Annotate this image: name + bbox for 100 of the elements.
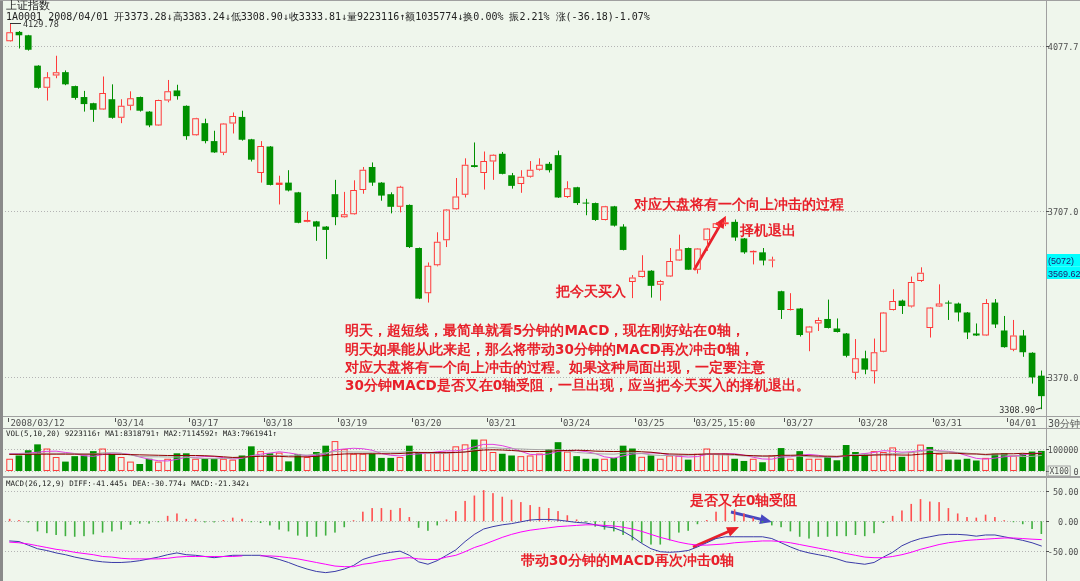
x-tick-label: 03/28 bbox=[860, 417, 888, 428]
bar bbox=[517, 456, 525, 471]
x-tick-label: 03/31 bbox=[934, 417, 962, 428]
bar bbox=[220, 458, 227, 471]
bar bbox=[340, 449, 348, 471]
bar bbox=[563, 451, 571, 471]
x-tick-label: 03/19 bbox=[340, 417, 368, 428]
bar bbox=[982, 457, 989, 471]
bar bbox=[71, 456, 79, 471]
x-tick-label: 04/01 bbox=[1009, 417, 1037, 428]
bar bbox=[610, 457, 618, 471]
bar bbox=[536, 453, 543, 471]
bar bbox=[935, 453, 943, 471]
bar bbox=[433, 452, 441, 471]
text: (5072) bbox=[1048, 256, 1075, 266]
y-tick-label: 0 bbox=[1073, 466, 1079, 477]
bar bbox=[99, 448, 106, 471]
bar bbox=[749, 458, 757, 471]
x-tick-label: 03/24 bbox=[563, 417, 591, 428]
bar bbox=[127, 461, 134, 471]
bar bbox=[387, 457, 395, 471]
bar bbox=[684, 459, 692, 471]
annotation: 择机退出 bbox=[738, 222, 796, 239]
bar bbox=[787, 458, 794, 471]
bar bbox=[805, 458, 813, 471]
chart-title: 上证指数 bbox=[6, 0, 50, 12]
bar bbox=[526, 455, 534, 471]
bar bbox=[378, 457, 385, 471]
bar bbox=[824, 456, 831, 471]
annotation: 对应大盘将有一个向上冲击的过程。如果这种局面出现，一定要注意 bbox=[344, 358, 766, 375]
annotation: 30分钟MACD是否又在0轴受阻，一旦出现，应当把今天买入的择机退出。 bbox=[345, 376, 811, 393]
bar bbox=[164, 458, 171, 471]
bar bbox=[880, 452, 887, 471]
bar bbox=[201, 458, 209, 471]
bar bbox=[638, 456, 646, 471]
bar bbox=[52, 457, 60, 471]
x-tick-label: 03/14 bbox=[116, 417, 145, 428]
x-tick-label: 03/20 bbox=[414, 417, 442, 428]
bar bbox=[443, 452, 450, 471]
y-tick-label: 50.00 bbox=[1052, 486, 1079, 497]
line-series bbox=[9, 518, 1042, 574]
bar bbox=[703, 448, 711, 471]
bar bbox=[452, 446, 460, 471]
bar bbox=[43, 448, 51, 471]
x-tick-label: 03/25,15:00 bbox=[695, 417, 756, 428]
x-tick-label: 2008/03/12 bbox=[10, 417, 65, 428]
bar bbox=[889, 447, 896, 471]
bar bbox=[480, 439, 488, 471]
annotation: 对应大盘将有一个向上冲击的过程 bbox=[633, 196, 844, 212]
bar bbox=[275, 452, 283, 471]
bar bbox=[814, 458, 822, 471]
y-tick-label: 100000 bbox=[1047, 444, 1079, 455]
bar bbox=[573, 456, 580, 471]
annotation: 带动30分钟的MACD再次冲击0轴 bbox=[521, 552, 735, 568]
x-tick-label: 03/17 bbox=[191, 417, 219, 428]
bar bbox=[247, 446, 255, 471]
text: 30分钟 bbox=[1048, 417, 1080, 429]
annotation: 明天，超短线，最简单就看5分钟的MACD，现在刚好站在0轴， bbox=[345, 322, 745, 338]
bar bbox=[6, 458, 13, 471]
bar bbox=[508, 455, 515, 471]
bar bbox=[192, 458, 199, 471]
bar bbox=[842, 445, 850, 471]
bar bbox=[907, 452, 915, 471]
bar bbox=[331, 441, 339, 471]
bar bbox=[954, 459, 962, 471]
x-tick-label: 03/25 bbox=[637, 417, 665, 428]
bar bbox=[768, 455, 776, 471]
bar bbox=[489, 452, 497, 471]
bar bbox=[833, 460, 841, 471]
y-tick-label: -50.00 bbox=[1047, 546, 1079, 557]
text: 3569.62 bbox=[1048, 268, 1080, 279]
bar bbox=[1010, 455, 1017, 471]
bar bbox=[712, 453, 720, 471]
bar bbox=[675, 455, 683, 471]
bar bbox=[136, 464, 144, 471]
y-tick-label: 3707.0 bbox=[1047, 206, 1079, 217]
bar bbox=[601, 458, 608, 471]
bar bbox=[666, 455, 673, 471]
bar bbox=[461, 444, 469, 471]
bar bbox=[62, 461, 69, 471]
bar bbox=[396, 457, 404, 471]
bar bbox=[870, 451, 878, 471]
bar bbox=[257, 451, 264, 471]
bar bbox=[359, 453, 367, 471]
x-tick-label: 03/21 bbox=[488, 417, 516, 428]
y-tick-label: 0.00 bbox=[1058, 516, 1079, 527]
bar bbox=[591, 458, 599, 471]
bar bbox=[740, 460, 748, 471]
bar bbox=[759, 462, 766, 471]
bar bbox=[229, 459, 237, 471]
bar bbox=[1038, 450, 1045, 471]
y-tick-label: 4077.7 bbox=[1047, 41, 1079, 52]
annotation: 是否又在0轴受阻 bbox=[689, 492, 798, 508]
bar bbox=[731, 458, 738, 471]
bar bbox=[721, 453, 729, 471]
bar bbox=[350, 453, 357, 471]
bar bbox=[155, 461, 162, 471]
bar bbox=[303, 457, 311, 471]
bar bbox=[117, 457, 125, 471]
bar bbox=[285, 461, 292, 471]
